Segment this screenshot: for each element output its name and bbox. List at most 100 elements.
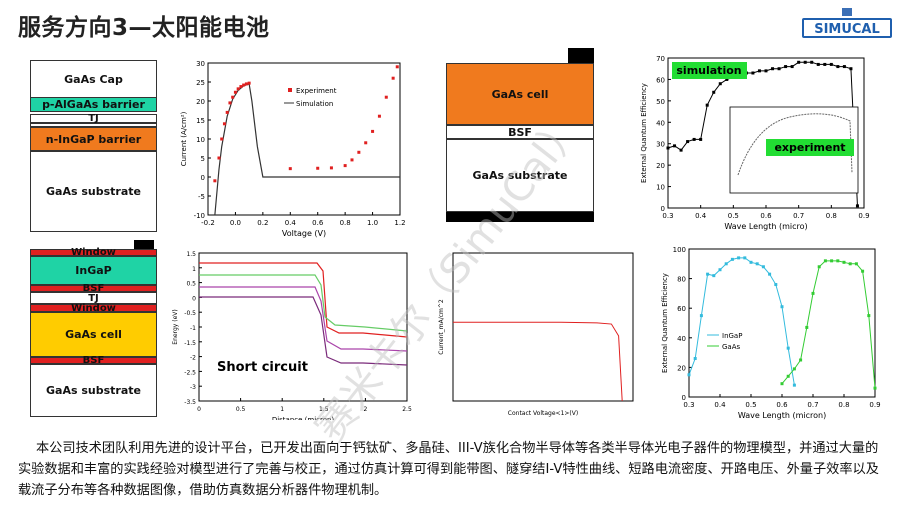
eqe-point — [692, 137, 696, 141]
series-point-GaAs — [786, 374, 790, 378]
top-contact-3 — [134, 240, 154, 249]
x-axis-label: Contact Voltage<1>(V) — [508, 410, 578, 417]
x-tick-label: 0.2 — [257, 219, 268, 227]
eqe-point — [673, 144, 677, 148]
y-tick-label: 40 — [656, 119, 665, 127]
experiment-point — [288, 167, 292, 171]
legend-marker-experiment — [288, 88, 292, 92]
simucal-logo: SIMUCAL — [802, 8, 892, 40]
x-tick-label: 0.3 — [683, 401, 694, 409]
valence-band-2 — [199, 296, 408, 366]
eqe-point — [836, 65, 840, 69]
experiment-point — [316, 166, 320, 170]
eqe-point — [829, 62, 833, 66]
layer-stack-2: GaAs cell BSF GaAs substrate — [440, 46, 600, 224]
y-tick-label: -2.5 — [184, 369, 196, 376]
series-point-GaAs — [792, 367, 796, 371]
y-tick-label: 25 — [196, 79, 205, 87]
series-line-InGaP — [688, 257, 795, 386]
simulation-tag: simulation — [676, 64, 741, 77]
x-tick-label: -0.2 — [201, 219, 215, 227]
series-point-InGaP — [755, 262, 759, 266]
series-point-InGaP — [718, 268, 722, 272]
series-point-InGaP — [693, 357, 697, 361]
x-tick-label: 0.5 — [745, 401, 756, 409]
x-tick-label: 0.0 — [230, 219, 241, 227]
top-contact — [568, 48, 594, 63]
x-tick-label: 0.6 — [312, 219, 324, 227]
iv-chart: -0.2 0.0 0.2 0.4 0.6 0.8 1.0 1.2 30 25 20 15 10 5 0 -5 -… — [170, 55, 410, 245]
series-point-InGaP — [737, 256, 741, 260]
y-tick-label: 0 — [682, 394, 686, 402]
series-point-GaAs — [811, 291, 815, 295]
series-point-GaAs — [799, 358, 803, 362]
series-point-InGaP — [792, 383, 796, 387]
experiment-point — [329, 166, 333, 170]
y-tick-label: -2 — [190, 355, 196, 362]
experiment-point — [377, 114, 381, 118]
layer-bsf-1: BSF — [30, 283, 157, 294]
layer-thin — [30, 123, 157, 127]
y-tick-label: 20 — [196, 98, 205, 106]
series-point-InGaP — [786, 346, 790, 350]
layer-gaas-cap: GaAs Cap — [30, 60, 157, 97]
x-tick-label: 0.8 — [826, 212, 837, 220]
x-tick-label: 0.5 — [728, 212, 739, 220]
eqe-point — [790, 65, 794, 69]
y-tick-label: 100 — [673, 246, 686, 254]
x-tick-label: 0.4 — [285, 219, 297, 227]
x-tick-label: 0.7 — [793, 212, 804, 220]
experiment-point — [213, 179, 217, 183]
y-tick-label: 70 — [656, 55, 665, 63]
layer-gaas-cell: GaAs cell — [446, 63, 594, 125]
experiment-tag: experiment — [774, 141, 845, 154]
x-tick-label: 2.5 — [402, 406, 412, 413]
eqe-point — [764, 69, 768, 73]
x-tick-label: 0.4 — [695, 212, 707, 220]
eqe-point — [803, 60, 807, 64]
series-point-InGaP — [724, 262, 728, 266]
band-chart: 0 0.5 1 1.5 2 2.5 1.5 1 0.5 0 -0.5 -1 -1.5 -2 -2.5 -3 -3… — [165, 245, 415, 424]
experiment-point — [343, 164, 347, 168]
y-axis-label: Current (A/cm²) — [180, 111, 188, 166]
experiment-point — [384, 95, 388, 99]
page-title: 服务方向3—太阳能电池 — [18, 15, 270, 41]
x-tick-label: 1 — [280, 406, 284, 413]
experiment-point — [220, 137, 224, 141]
experiment-point — [247, 81, 251, 85]
y-tick-label: 40 — [677, 335, 686, 343]
layer-stack-3: Window InGaP BSF TJ Window GaAs cell BSF… — [30, 240, 157, 420]
eqe2-chart: 0.3 0.4 0.5 0.6 0.7 0.8 0.9 100 80 60 40 20 0 Wave Le… — [655, 245, 885, 420]
layer-tj-3: TJ — [30, 292, 157, 304]
series-point-InGaP — [687, 373, 691, 377]
x-tick-label: 0.9 — [858, 212, 869, 220]
y-tick-label: -3.5 — [184, 399, 196, 406]
series-point-GaAs — [854, 262, 858, 266]
plot-frame — [452, 252, 634, 402]
eqe-point — [757, 69, 761, 73]
eqe-point — [797, 60, 801, 64]
x-tick-label: 0.5 — [236, 406, 246, 413]
experiment-point — [242, 83, 246, 87]
caption-paragraph: 本公司技术团队利用先进的设计平台，已开发出面向于钙钛矿、多晶硅、III-V族化合… — [18, 441, 879, 498]
x-tick-label: 0.7 — [807, 401, 818, 409]
series-point-GaAs — [867, 314, 871, 318]
y-axis-label: External Quantum Efficiency — [640, 83, 648, 183]
x-axis-label: Wave Length (micron) — [738, 411, 826, 420]
experiment-point — [395, 65, 399, 69]
series-line-GaAs — [781, 260, 876, 389]
layer-ingap: InGaP — [30, 256, 157, 285]
jv-chart: Contact Voltage<1>(V) Current_mA/cm^2 — [425, 245, 640, 420]
y-axis-label: Current_mA/cm^2 — [438, 299, 445, 355]
layer-tj: TJ — [30, 114, 157, 124]
experiment-point — [350, 158, 354, 162]
y-tick-label: -0.5 — [184, 310, 196, 317]
layer-gaas-substrate-3: GaAs substrate — [30, 364, 157, 417]
y-tick-label: 0 — [661, 205, 665, 213]
x-tick-label: 1.2 — [394, 219, 405, 227]
inset-curve — [737, 113, 853, 176]
series-point-InGaP — [761, 265, 765, 269]
experiment-point — [217, 156, 221, 160]
series-point-InGaP — [780, 305, 784, 309]
eqe-chart: 0.3 0.4 0.5 0.6 0.7 0.8 0.9 70 60 50 40 30 20 10 0 Wave… — [630, 55, 880, 240]
